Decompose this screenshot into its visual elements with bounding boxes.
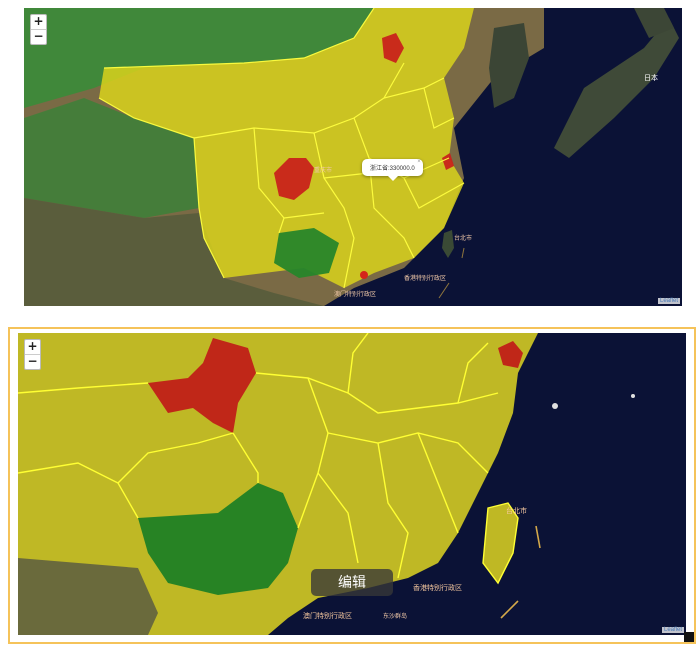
guangxi-region-bottom [138,483,298,595]
shanghai-highlight-bottom [498,341,523,368]
taiwan [483,503,518,583]
china-provinces-layer [99,8,474,288]
top-zoom-in-button[interactable]: + [33,14,44,28]
label-hongkong-bottom: 香港特别行政区 [413,583,462,592]
label-taipei: 台北市 [454,234,472,242]
label-macau-bottom: 澳门特别行政区 [303,611,352,620]
svg-text:重庆市: 重庆市 [314,166,332,174]
bottom-attribution[interactable]: Leaflet [661,627,684,633]
popup-close-button[interactable]: × [417,159,421,165]
top-map-canvas: 香港特别行政区 澳门特别行政区 台北市 日本 重庆市 [24,8,682,306]
edit-button[interactable]: 编辑 [311,569,393,596]
popup-text: 浙江省:330000.0 [370,166,415,172]
bottom-zoom-control: + − [24,339,41,370]
bottom-zoom-in-button[interactable]: + [27,339,38,353]
top-attribution[interactable]: Leaflet [657,298,680,304]
label-macau: 澳门特别行政区 [334,290,376,298]
chongqing-highlight [274,158,314,200]
shanghai-highlight [442,153,454,170]
label-dongsha-bottom: 东沙群岛 [383,612,407,620]
top-zoom-out-button[interactable]: − [31,29,46,44]
label-taipei-bottom: 台北市 [506,506,527,515]
top-zoom-control: + − [30,14,47,45]
guangxi-region [274,228,339,278]
bottom-map-canvas: 香港特别行政区 澳门特别行政区 台北市 东沙群岛 [18,333,686,635]
label-japan: 日本 [644,73,658,82]
label-hongkong: 香港特别行政区 [404,274,446,282]
hongkong-highlight [360,271,368,279]
beijing-highlight [382,33,404,63]
province-popup: 浙江省:330000.0 × [362,159,423,181]
resize-handle[interactable] [684,632,694,642]
bottom-zoom-out-button[interactable]: − [25,354,40,369]
china-provinces-layer-bottom [18,333,538,635]
bottom-map[interactable]: 香港特别行政区 澳门特别行政区 台北市 东沙群岛 + − Leaflet [18,333,686,635]
top-map[interactable]: 香港特别行政区 澳门特别行政区 台北市 日本 重庆市 + − Leaflet [24,8,682,306]
chongqing-highlight-bottom [148,338,256,433]
